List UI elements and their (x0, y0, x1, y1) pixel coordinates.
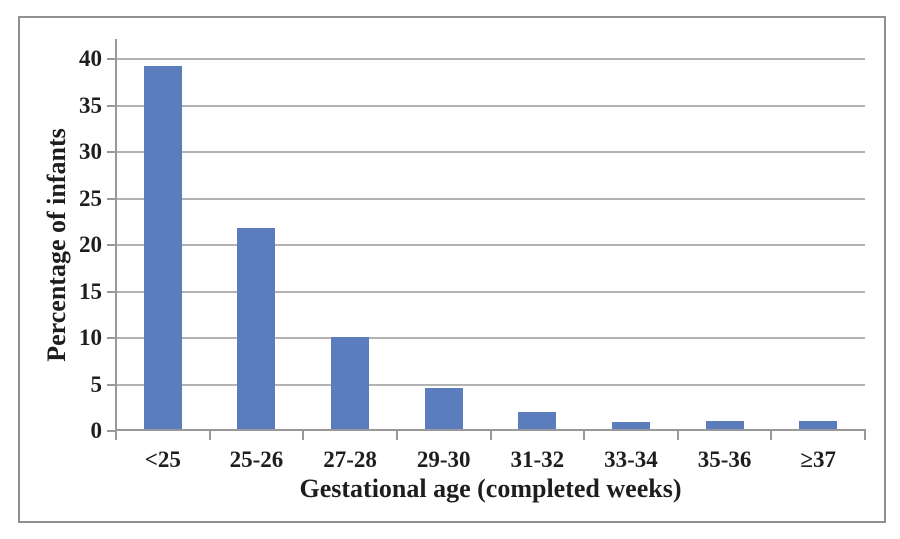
x-tick-label: 35-36 (697, 447, 752, 472)
bar-31-32 (518, 412, 557, 431)
x-axis-tick (583, 431, 586, 440)
y-axis-tick (107, 58, 116, 60)
x-axis-tick (395, 431, 398, 440)
x-tick-label: 27-28 (323, 447, 377, 472)
gridline (116, 104, 865, 107)
x-tick-label: 31-32 (510, 447, 565, 472)
y-tick-label: 35 (79, 92, 102, 118)
y-tick-label: 40 (79, 46, 102, 71)
x-axis-tick (676, 431, 679, 440)
x-axis-tick (115, 431, 117, 440)
x-tick-label: 25-26 (229, 447, 284, 472)
x-tick-label: 33-34 (604, 447, 658, 472)
gridline (116, 383, 865, 386)
gridline (116, 151, 865, 153)
y-axis-line (115, 39, 117, 431)
bar-29-30 (424, 388, 463, 431)
y-axis-tick (107, 383, 116, 386)
bar-25-26 (237, 228, 276, 431)
y-axis-tick (107, 244, 116, 246)
bar-≥37 (799, 420, 838, 431)
bar-33-34 (611, 421, 650, 431)
y-axis-tick (107, 430, 116, 432)
x-axis-tick (489, 431, 492, 440)
y-tick-label: 20 (79, 232, 102, 257)
y-axis-tick (107, 151, 116, 153)
x-axis-tick (864, 431, 866, 440)
bar-27-28 (331, 337, 370, 431)
y-axis-tick (107, 197, 116, 200)
y-axis-tick (107, 290, 116, 293)
x-tick-label: <25 (144, 447, 181, 472)
y-tick-label: 15 (79, 278, 102, 304)
x-axis-tick (208, 431, 211, 440)
x-tick-label: ≥37 (800, 447, 836, 472)
y-axis-tick (107, 104, 116, 107)
bar-35-36 (705, 420, 744, 431)
x-axis-line (115, 429, 866, 431)
gridline (116, 58, 865, 60)
y-tick-label: 0 (90, 418, 103, 443)
bar-<25 (143, 66, 182, 431)
x-axis-title: Gestational age (completed weeks) (299, 474, 682, 503)
x-tick-label: 29-30 (416, 447, 471, 472)
gridline (116, 337, 865, 339)
y-tick-label: 5 (90, 371, 103, 397)
gridline (116, 244, 865, 246)
gridline (116, 197, 865, 200)
y-axis-tick (107, 337, 116, 339)
y-tick-label: 30 (79, 139, 102, 164)
x-axis-tick (770, 431, 773, 440)
y-tick-label: 25 (79, 185, 102, 211)
gridline (116, 290, 865, 293)
x-axis-tick (302, 431, 305, 440)
y-tick-label: 10 (79, 325, 102, 350)
